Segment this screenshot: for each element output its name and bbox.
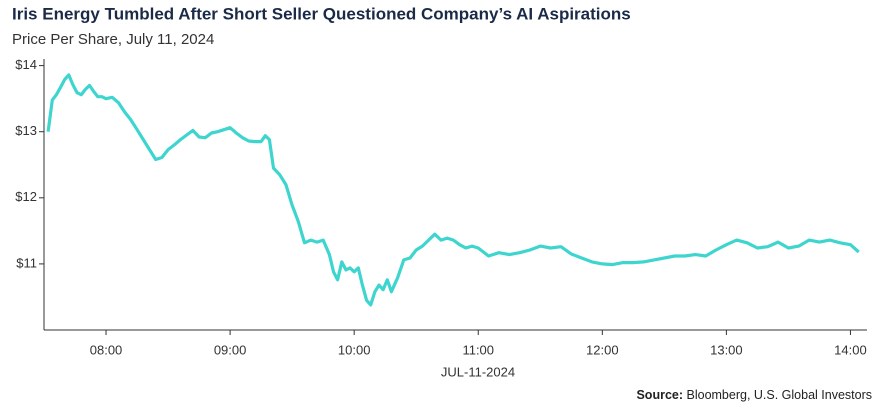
x-tick-label: 11:00 <box>462 342 494 357</box>
y-tick-label: $14 <box>15 57 37 72</box>
y-tick-label: $12 <box>15 189 37 204</box>
chart-subtitle: Price Per Share, July 11, 2024 <box>12 31 214 48</box>
y-tick-label: $11 <box>16 255 37 270</box>
x-tick-label: 12:00 <box>586 342 619 357</box>
source: Source: Bloomberg, U.S. Global Investors <box>636 388 872 402</box>
x-tick-label: 09:00 <box>214 342 247 357</box>
x-axis-label: JUL-11-2024 <box>441 364 515 379</box>
x-tick-label: 13:00 <box>710 342 743 357</box>
x-tick-label: 08:00 <box>90 342 123 357</box>
price-line <box>46 73 860 307</box>
chart-title: Iris Energy Tumbled After Short Seller Q… <box>12 4 631 23</box>
source-text: Bloomberg, U.S. Global Investors <box>687 388 873 402</box>
x-tick-label: 14:00 <box>834 342 867 357</box>
y-tick-label: $13 <box>15 123 37 138</box>
source-label: Source: <box>636 388 683 402</box>
x-tick-label: 10:00 <box>338 342 371 357</box>
